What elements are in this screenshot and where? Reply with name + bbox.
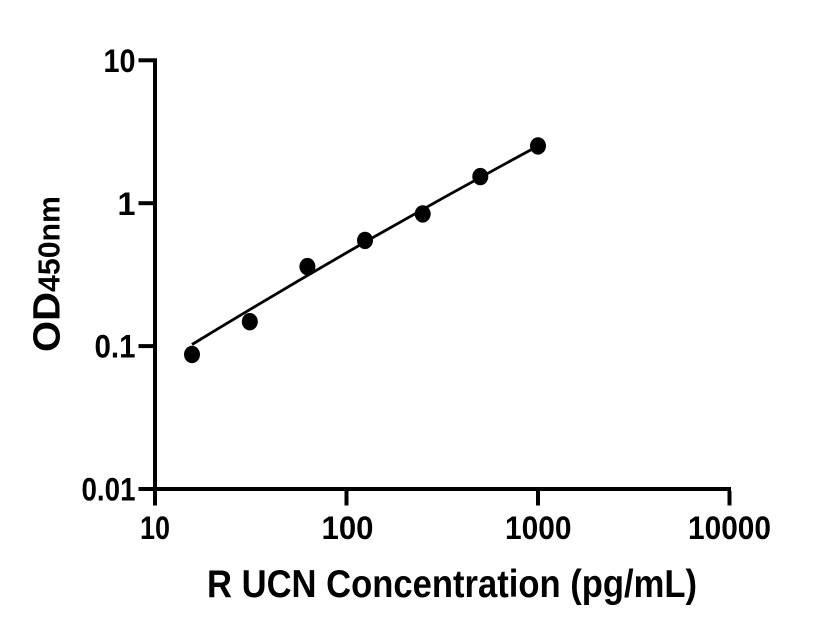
svg-text:OD450nm: OD450nm <box>27 196 69 352</box>
svg-text:10: 10 <box>104 43 136 79</box>
svg-text:10: 10 <box>140 510 170 546</box>
svg-text:0.01: 0.01 <box>82 472 136 508</box>
svg-text:1: 1 <box>118 186 136 222</box>
svg-text:R UCN Concentration (pg/mL): R UCN Concentration (pg/mL) <box>207 563 697 606</box>
svg-text:10000: 10000 <box>688 510 771 546</box>
svg-text:1000: 1000 <box>505 510 572 546</box>
svg-text:100: 100 <box>322 510 374 546</box>
svg-text:0.1: 0.1 <box>95 329 136 365</box>
